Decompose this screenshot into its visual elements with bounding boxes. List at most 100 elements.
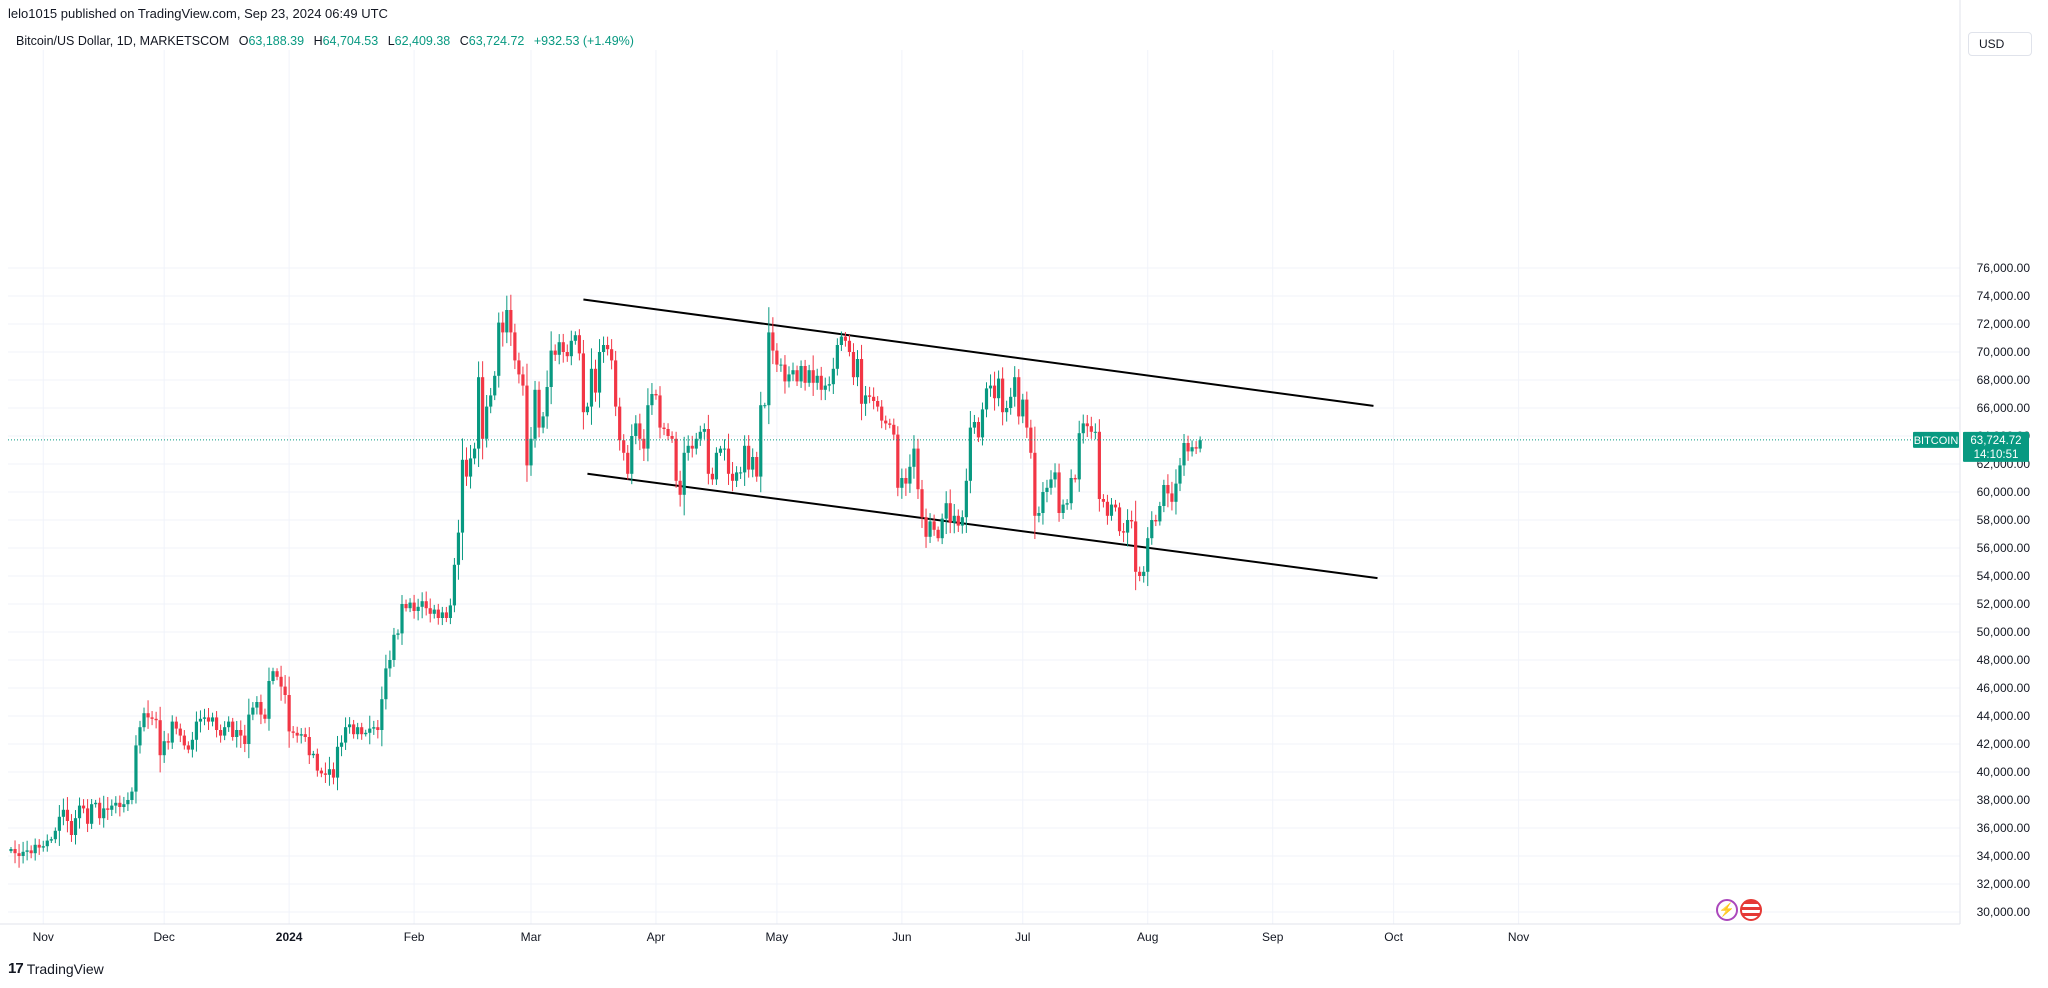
time-tick-label: Jun: [892, 930, 911, 944]
candle-body: [41, 846, 45, 848]
candle-body: [1029, 427, 1033, 453]
candle-body: [436, 609, 440, 618]
candle-body: [1009, 396, 1013, 408]
candle-body: [614, 360, 618, 407]
candle-body: [251, 707, 255, 715]
candle-body: [114, 802, 118, 806]
candle-body: [585, 406, 590, 413]
candle-body: [307, 737, 311, 756]
candle-body: [1142, 571, 1146, 576]
candle-body: [670, 436, 674, 439]
candle-body: [521, 374, 525, 386]
time-tick-label: 2024: [276, 930, 303, 944]
candle-body: [33, 844, 37, 854]
candle-body: [424, 601, 428, 609]
candle-body: [900, 478, 904, 488]
candle-body: [605, 345, 610, 350]
candle-body: [464, 459, 469, 477]
candle-body: [202, 717, 207, 719]
price-tag-value: 63,724.72: [1970, 435, 2021, 447]
footer-branding: 17 TradingView: [8, 960, 104, 977]
candle-body: [513, 332, 517, 361]
price-axis[interactable]: 30,000.00 32,000.00 34,000.00 36,000.00 38,0…: [1977, 261, 2031, 919]
candle-body: [880, 406, 884, 421]
candle-body: [706, 429, 710, 474]
candle-body: [219, 730, 223, 736]
candle-body: [162, 741, 166, 756]
candle-body: [638, 423, 642, 439]
time-tick-label: Aug: [1137, 930, 1158, 944]
candle-body: [1170, 493, 1174, 502]
candle-body: [718, 448, 723, 453]
time-tick-label: Sep: [1262, 930, 1284, 944]
candle-body: [956, 515, 960, 526]
candle-body: [565, 352, 569, 357]
change-value: +932.53 (+1.49%): [533, 34, 634, 48]
candle-body: [235, 730, 239, 737]
candle-body: [331, 769, 336, 778]
candle-body: [1138, 571, 1142, 576]
event-markers: ⚡: [1716, 899, 1762, 921]
time-tick-label: May: [766, 930, 789, 944]
close-label: C: [459, 34, 469, 48]
candle-body: [505, 310, 509, 333]
publish-info: lelo1015 published on TradingView.com, S…: [8, 6, 388, 21]
candle-body: [315, 753, 319, 771]
price-tick-label: 76,000.00: [1977, 261, 2031, 275]
candle-body: [372, 727, 376, 729]
candle-body: [275, 671, 279, 677]
candle-body: [476, 377, 481, 449]
candle-body: [1146, 538, 1150, 572]
lightning-event-icon[interactable]: ⚡: [1716, 899, 1738, 921]
candle-body: [319, 770, 323, 774]
candle-body: [1186, 443, 1190, 452]
candle-body: [545, 387, 549, 417]
candle-body: [73, 818, 78, 835]
candle-body: [1125, 520, 1130, 533]
candle-body: [581, 353, 586, 413]
us-flag-event-icon[interactable]: [1740, 899, 1762, 921]
candle-body: [803, 366, 807, 383]
candle-body: [646, 405, 650, 449]
candle-body: [138, 727, 142, 746]
candle-body: [376, 727, 380, 730]
candle-body: [287, 695, 291, 732]
candle-body: [932, 521, 936, 530]
candle-body: [799, 366, 803, 382]
candle-body: [1097, 431, 1101, 499]
candle-body: [1061, 504, 1065, 513]
currency-button[interactable]: USD: [1968, 32, 2032, 56]
candle-body: [214, 717, 219, 730]
candle-body: [928, 521, 932, 537]
candle-body: [182, 735, 186, 746]
symbol-title[interactable]: Bitcoin/US Dollar, 1D, MARKETSCOM: [16, 34, 230, 48]
candle-body: [271, 671, 275, 681]
candle-body: [1033, 452, 1037, 516]
candle-body: [9, 849, 13, 852]
candle-body: [174, 721, 178, 729]
candle-body: [98, 802, 102, 819]
candle-body: [819, 375, 823, 390]
price-tick-label: 66,000.00: [1977, 401, 2031, 415]
candle-body: [872, 396, 876, 401]
candle-body: [763, 405, 767, 407]
time-axis[interactable]: Nov Dec 2024 Feb Mar Apr May Jun Jul Aug Sep Oct Nov: [33, 930, 1530, 944]
symbol-name-tag: [1913, 431, 1959, 448]
candle-body: [767, 332, 771, 406]
trend-channel[interactable]: [583, 298, 1378, 580]
candle-body: [198, 718, 203, 722]
candle-body: [577, 335, 581, 354]
candle-body: [384, 668, 388, 700]
candle-body: [130, 791, 134, 800]
candle-body: [976, 422, 981, 438]
candle-body: [783, 364, 787, 382]
price-tick-label: 46,000.00: [1977, 681, 2031, 695]
time-tick-label: Feb: [404, 930, 425, 944]
price-tick-label: 60,000.00: [1977, 485, 2031, 499]
price-tick-label: 30,000.00: [1977, 905, 2031, 919]
candle-body: [916, 448, 920, 490]
candle-body: [549, 350, 553, 387]
candle-body: [283, 686, 287, 695]
candle-body: [650, 394, 654, 406]
